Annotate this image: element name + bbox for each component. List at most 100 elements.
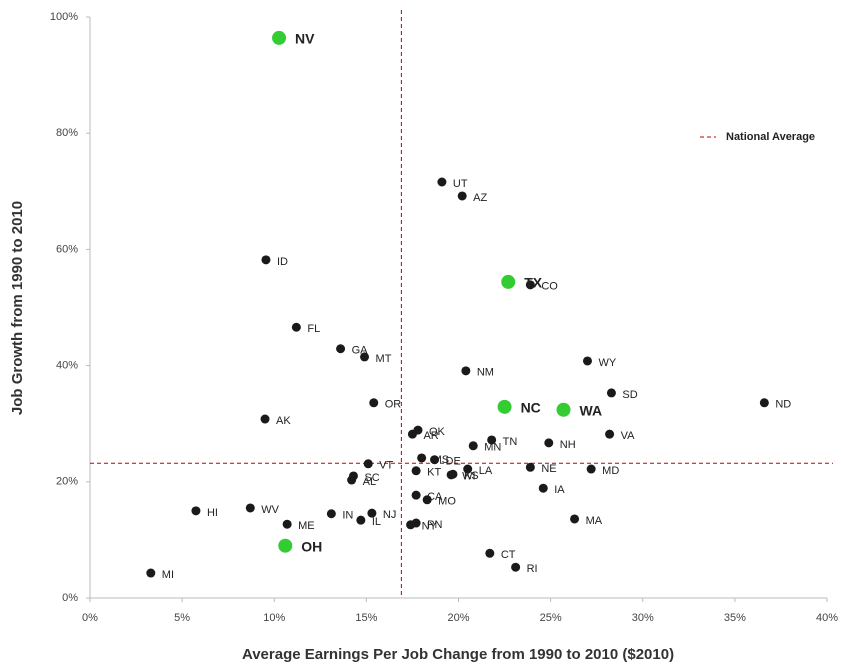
- point: [457, 191, 467, 201]
- point: [422, 495, 432, 505]
- y-tick-label: 20%: [56, 476, 78, 488]
- point-label: KT: [427, 467, 441, 479]
- point-label: LA: [479, 465, 493, 477]
- point-label: AR: [423, 430, 438, 442]
- y-tick-label: 40%: [56, 360, 78, 372]
- point-label: NH: [560, 439, 576, 451]
- point-label: IL: [372, 516, 381, 528]
- x-axis-title: Average Earnings Per Job Change from 199…: [242, 646, 674, 663]
- point: [336, 344, 346, 354]
- point: [461, 366, 471, 376]
- point-label: FL: [307, 323, 320, 335]
- point: [191, 506, 201, 516]
- point: [146, 568, 156, 578]
- legend-label: National Average: [726, 131, 815, 143]
- point-label: OK: [429, 426, 446, 438]
- point-label: WA: [580, 402, 603, 418]
- point: [282, 519, 292, 529]
- x-tick-label: 25%: [540, 612, 562, 624]
- point: [411, 490, 421, 500]
- x-tick-label: 0%: [82, 612, 98, 624]
- point-label: NJ: [383, 509, 396, 521]
- point: [278, 538, 293, 553]
- y-tick-label: 80%: [56, 127, 78, 139]
- point: [272, 30, 287, 45]
- point-label: MT: [376, 353, 392, 365]
- y-tick-label: 0%: [62, 592, 78, 604]
- x-tick-label: 35%: [724, 612, 746, 624]
- point: [525, 462, 535, 472]
- point-label: AK: [276, 415, 291, 427]
- point-label: PN: [427, 519, 442, 531]
- point: [417, 453, 427, 463]
- point-label: MO: [438, 496, 456, 508]
- point: [525, 280, 535, 290]
- point-label: NV: [295, 31, 315, 47]
- point-label: ME: [298, 520, 315, 532]
- point-label: SC: [364, 472, 379, 484]
- point-label: NY: [422, 521, 438, 533]
- x-tick-label: 30%: [632, 612, 654, 624]
- point: [606, 388, 616, 398]
- point: [407, 429, 417, 439]
- point: [487, 435, 497, 445]
- point: [347, 475, 357, 485]
- point-label: KS: [464, 470, 479, 482]
- point-label: MD: [602, 465, 619, 477]
- point-label: NC: [521, 400, 541, 416]
- point-label: ID: [277, 256, 288, 268]
- point-label: WY: [598, 357, 616, 369]
- point: [356, 515, 366, 525]
- point-label: WV: [261, 504, 279, 516]
- point: [582, 356, 592, 366]
- point-label: HI: [207, 507, 218, 519]
- point: [544, 438, 554, 448]
- point: [291, 322, 301, 332]
- point-label: AL: [363, 476, 376, 488]
- y-axis-title: Job Growth from 1990 to 2010: [9, 201, 26, 415]
- point: [485, 548, 495, 558]
- point-label: MI: [162, 569, 174, 581]
- x-tick-label: 40%: [816, 612, 838, 624]
- point: [411, 466, 421, 476]
- point: [586, 464, 596, 474]
- point-label: OR: [385, 399, 402, 411]
- point: [556, 402, 571, 417]
- point: [511, 562, 521, 572]
- x-tick-label: 10%: [263, 612, 285, 624]
- point: [570, 514, 580, 524]
- point-label: OH: [301, 538, 322, 554]
- point-label: IN: [342, 510, 353, 522]
- point: [245, 503, 255, 513]
- point-label: DE: [446, 456, 461, 468]
- point: [326, 509, 336, 519]
- point-label: VT: [379, 460, 393, 472]
- point-label: WI: [462, 471, 475, 483]
- point-label: MN: [484, 442, 501, 454]
- point-label: SD: [622, 389, 637, 401]
- point: [463, 464, 473, 474]
- point-label: VA: [621, 430, 636, 442]
- point: [430, 455, 440, 465]
- point: [497, 399, 512, 414]
- point-label: TN: [503, 436, 518, 448]
- x-tick-label: 15%: [355, 612, 377, 624]
- point: [367, 508, 377, 518]
- x-tick-label: 20%: [447, 612, 469, 624]
- point: [406, 520, 416, 530]
- point: [468, 441, 478, 451]
- point-label: AZ: [473, 192, 487, 204]
- point: [261, 255, 271, 265]
- point: [360, 352, 370, 362]
- point-label: TX: [524, 275, 543, 291]
- y-tick-label: 100%: [50, 11, 78, 23]
- x-tick-label: 5%: [174, 612, 190, 624]
- point: [260, 414, 270, 424]
- point: [605, 429, 615, 439]
- point-label: RI: [527, 563, 538, 575]
- point: [437, 177, 447, 187]
- point: [538, 483, 548, 493]
- point-label: CT: [501, 549, 516, 561]
- point-label: ND: [775, 399, 791, 411]
